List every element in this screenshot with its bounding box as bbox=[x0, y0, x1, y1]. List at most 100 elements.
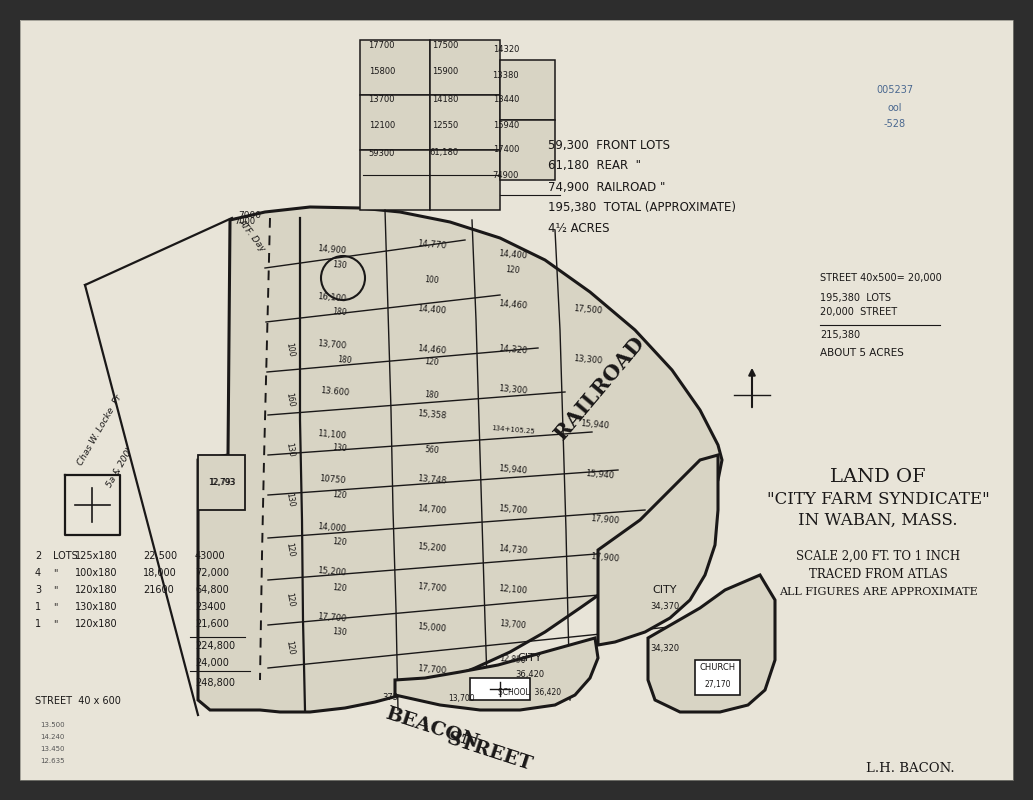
Text: 17,700: 17,700 bbox=[417, 664, 447, 676]
Text: 14,460: 14,460 bbox=[417, 344, 447, 356]
Text: RAILROAD: RAILROAD bbox=[552, 333, 649, 443]
Text: 13,300: 13,300 bbox=[498, 384, 528, 396]
Text: 15,940: 15,940 bbox=[581, 419, 609, 430]
Text: 74,900  RAILROAD ": 74,900 RAILROAD " bbox=[547, 181, 665, 194]
Text: 120x180: 120x180 bbox=[75, 619, 118, 629]
Text: 005237: 005237 bbox=[876, 85, 913, 95]
Text: 23400: 23400 bbox=[195, 602, 226, 612]
Text: 3: 3 bbox=[35, 585, 41, 595]
Text: 61,180  REAR  ": 61,180 REAR " bbox=[547, 159, 641, 173]
Text: 12.635: 12.635 bbox=[40, 758, 64, 764]
Bar bbox=[359, 40, 430, 95]
Text: 72,000: 72,000 bbox=[195, 568, 229, 578]
Text: 15940: 15940 bbox=[493, 121, 519, 130]
Text: 224,800: 224,800 bbox=[195, 641, 236, 651]
Text: 100x180: 100x180 bbox=[75, 568, 118, 578]
Text: 34,320: 34,320 bbox=[651, 643, 680, 653]
Text: 195,380  LOTS: 195,380 LOTS bbox=[820, 293, 891, 303]
Text: 120: 120 bbox=[284, 542, 295, 558]
Text: 1: 1 bbox=[35, 619, 41, 629]
Text: 59300: 59300 bbox=[369, 149, 395, 158]
Text: 13.500: 13.500 bbox=[40, 722, 65, 728]
Text: CITY: CITY bbox=[653, 585, 678, 595]
Text: CITY: CITY bbox=[518, 653, 542, 663]
Text: LOTS: LOTS bbox=[53, 551, 77, 561]
Text: 215,380: 215,380 bbox=[820, 330, 860, 340]
Polygon shape bbox=[648, 575, 775, 712]
Text: 12,100: 12,100 bbox=[498, 584, 528, 596]
Text: 14,400: 14,400 bbox=[498, 250, 528, 261]
Text: 120: 120 bbox=[333, 583, 347, 593]
Bar bbox=[430, 95, 500, 150]
Text: 14,320: 14,320 bbox=[498, 344, 528, 356]
Text: Chas W. Locke  Fr: Chas W. Locke Fr bbox=[76, 393, 124, 467]
Text: ABOUT 5 ACRES: ABOUT 5 ACRES bbox=[820, 348, 904, 358]
Text: 12100: 12100 bbox=[369, 122, 395, 130]
Text: 22,500: 22,500 bbox=[143, 551, 177, 561]
Text: STREET  40 x 600: STREET 40 x 600 bbox=[35, 696, 121, 706]
Text: 34,370: 34,370 bbox=[651, 602, 680, 611]
Text: 130x180: 130x180 bbox=[75, 602, 118, 612]
Text: 17,700: 17,700 bbox=[417, 582, 447, 594]
Text: 13.450: 13.450 bbox=[40, 746, 64, 752]
Text: 15,358: 15,358 bbox=[417, 410, 447, 421]
Text: 15,700: 15,700 bbox=[498, 504, 528, 516]
Text: SCALE 2,00 FT. TO 1 INCH: SCALE 2,00 FT. TO 1 INCH bbox=[796, 550, 960, 562]
Text: ool: ool bbox=[887, 103, 902, 113]
Text: 12550: 12550 bbox=[432, 122, 458, 130]
Text: 12,850: 12,850 bbox=[500, 654, 527, 666]
Text: 120: 120 bbox=[284, 592, 295, 608]
Text: 15,200: 15,200 bbox=[317, 566, 347, 578]
Text: 13440: 13440 bbox=[493, 95, 519, 105]
Text: 2: 2 bbox=[35, 551, 41, 561]
Text: 13380: 13380 bbox=[493, 70, 519, 79]
Text: 15,940: 15,940 bbox=[586, 470, 615, 481]
Text: LAND OF: LAND OF bbox=[831, 468, 926, 486]
Bar bbox=[359, 95, 430, 150]
Polygon shape bbox=[470, 678, 530, 700]
Text: 134+105.25: 134+105.25 bbox=[491, 425, 535, 435]
Text: 120: 120 bbox=[425, 357, 440, 367]
Text: 130: 130 bbox=[333, 260, 348, 270]
Text: 13700: 13700 bbox=[369, 94, 395, 103]
Text: 11,100: 11,100 bbox=[317, 430, 347, 441]
Text: SCHOOL  36,420: SCHOOL 36,420 bbox=[499, 687, 562, 697]
Text: -528: -528 bbox=[884, 119, 906, 129]
Text: 120: 120 bbox=[284, 640, 295, 656]
Bar bbox=[359, 150, 430, 210]
Text: 14,000: 14,000 bbox=[317, 522, 347, 534]
Text: 17700: 17700 bbox=[369, 41, 395, 50]
Text: 43000: 43000 bbox=[195, 551, 225, 561]
Text: 180: 180 bbox=[338, 355, 352, 365]
Text: 100: 100 bbox=[284, 342, 295, 358]
Text: CHURCH: CHURCH bbox=[700, 663, 737, 673]
Text: 7000: 7000 bbox=[234, 218, 255, 226]
Text: 100: 100 bbox=[425, 275, 440, 285]
Text: 16,100: 16,100 bbox=[317, 292, 347, 304]
Text: 21600: 21600 bbox=[143, 585, 174, 595]
Text: IN WABAN, MASS.: IN WABAN, MASS. bbox=[799, 511, 958, 529]
Text: 36,420: 36,420 bbox=[515, 670, 544, 679]
Text: 14,460: 14,460 bbox=[498, 299, 528, 310]
Bar bbox=[500, 120, 555, 180]
Text: 15,200: 15,200 bbox=[417, 542, 447, 554]
Text: ": " bbox=[53, 619, 58, 629]
Text: 27,170: 27,170 bbox=[705, 681, 731, 690]
Text: ALL FIGURES ARE APPROXIMATE: ALL FIGURES ARE APPROXIMATE bbox=[779, 587, 977, 597]
Text: 74900: 74900 bbox=[493, 170, 519, 179]
Text: 1: 1 bbox=[35, 602, 41, 612]
Text: L.H. BACON.: L.H. BACON. bbox=[866, 762, 954, 774]
Text: 14,730: 14,730 bbox=[498, 544, 528, 556]
Text: 59,300  FRONT LOTS: 59,300 FRONT LOTS bbox=[547, 138, 670, 151]
Bar bbox=[430, 40, 500, 95]
Text: 13,700: 13,700 bbox=[317, 339, 347, 350]
Text: 13,300: 13,300 bbox=[573, 354, 603, 366]
Text: 14,770: 14,770 bbox=[417, 239, 447, 250]
Text: 130: 130 bbox=[333, 627, 348, 637]
Text: 24,000: 24,000 bbox=[195, 658, 229, 668]
Polygon shape bbox=[198, 455, 245, 510]
Text: 64,800: 64,800 bbox=[195, 585, 228, 595]
Text: 17,700: 17,700 bbox=[317, 612, 347, 624]
Bar bbox=[430, 150, 500, 210]
FancyBboxPatch shape bbox=[20, 20, 1013, 780]
